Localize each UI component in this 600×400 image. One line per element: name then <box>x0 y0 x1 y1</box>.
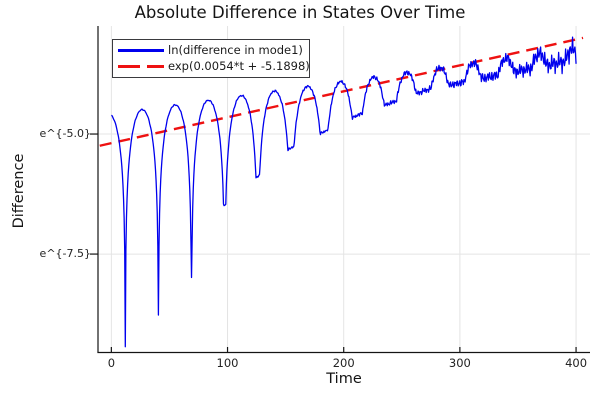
x-axis-label: Time <box>326 371 362 387</box>
y-tick-label-e-5: e^{-5.0} <box>39 127 91 140</box>
x-tick-label-200: 200 <box>332 356 355 370</box>
legend-solid-line-sample <box>118 49 164 52</box>
trend-dashed-line <box>99 36 584 147</box>
x-tick-label-100: 100 <box>216 356 239 370</box>
legend-box: ln(difference in mode1) exp(0.0054*t + -… <box>112 39 310 78</box>
legend-dashed-line-sample <box>118 65 164 68</box>
y-tick-label-e-7-5: e^{-7.5} <box>39 247 91 260</box>
difference-series-line <box>111 36 577 348</box>
legend-entry-series: ln(difference in mode1) <box>113 43 309 59</box>
legend-entry-fit: exp(0.0054*t + -5.1898) <box>113 58 310 75</box>
legend-label-series: ln(difference in mode1) <box>168 42 303 57</box>
x-tick-label-300: 300 <box>448 356 471 370</box>
x-tick-label-400: 400 <box>565 356 588 370</box>
x-tick-label-0: 0 <box>107 356 116 370</box>
y-axis-label: Difference <box>11 153 27 229</box>
chart-title: Absolute Difference in States Over Time <box>134 3 466 22</box>
legend-label-fit: exp(0.0054*t + -5.1898) <box>168 58 310 73</box>
